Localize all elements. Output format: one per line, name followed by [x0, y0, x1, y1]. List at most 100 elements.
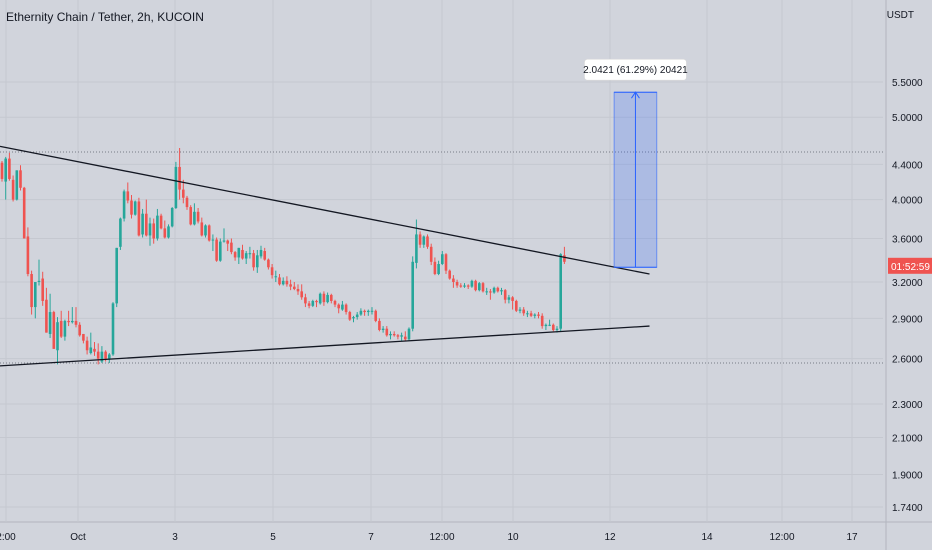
x-tick-label: 2:00 [0, 532, 16, 543]
candle-body [548, 324, 551, 326]
candle-body [48, 312, 52, 334]
candle-body [496, 287, 500, 292]
candle-body [489, 291, 492, 293]
candle-body [289, 284, 292, 287]
candle-body [96, 351, 100, 359]
candle-body [422, 236, 426, 245]
axis-currency: USDT [886, 10, 914, 21]
candle-body [296, 288, 300, 292]
x-tick-label: 12:00 [429, 532, 454, 543]
candle-body [563, 255, 566, 262]
candle-body [259, 249, 263, 257]
candle-body [474, 280, 477, 291]
x-tick-label: 14 [701, 532, 713, 543]
y-tick-label: 2.3000 [892, 400, 923, 411]
candle-body [437, 263, 440, 275]
candle-body [559, 254, 562, 329]
candle-body [481, 283, 485, 292]
candle-body [374, 310, 377, 321]
candle-body [241, 249, 244, 259]
candle-body [348, 312, 352, 320]
chart-title: Ethernity Chain / Tether, 2h, KUCOIN [6, 10, 204, 24]
candle-body [322, 293, 326, 303]
candle-body [485, 291, 488, 293]
candle-body [148, 223, 152, 236]
candle-body [222, 240, 226, 242]
candle-body [196, 211, 200, 222]
candle-body [119, 218, 122, 247]
candle-body [392, 333, 396, 336]
candle-body [252, 253, 255, 268]
candle-body [30, 274, 33, 308]
candle-body [341, 304, 344, 310]
candle-body [337, 304, 340, 309]
y-tick-label: 5.0000 [892, 113, 923, 124]
candle-body [359, 310, 363, 315]
candle-body [0, 162, 4, 179]
candle-body [278, 277, 281, 285]
candle-body [204, 225, 207, 236]
candle-body [293, 286, 296, 289]
candle-body [130, 200, 133, 215]
countdown-badge [888, 257, 932, 274]
candle-body [281, 280, 285, 285]
countdown-label: 01:52:59 [891, 262, 930, 273]
price-axis: 5.5000 5.0000 4.4000 4.0000 3.6000 3.2000 2.90… [888, 78, 932, 514]
measure-tool[interactable]: 2.0421 (61.29%) 20421 [583, 58, 688, 268]
candle-body [507, 297, 511, 300]
x-tick-label: 5 [270, 532, 276, 543]
candle-body [459, 285, 463, 287]
candle-body [263, 251, 266, 260]
candle-body [492, 287, 496, 293]
candle-body [478, 283, 481, 291]
y-tick-label: 3.2000 [892, 278, 923, 289]
candle-body [219, 241, 222, 261]
candle-body [411, 261, 414, 329]
candle-body [300, 291, 303, 298]
trendline-lower [0, 325, 650, 367]
candle-body [248, 253, 252, 255]
trendlines [0, 145, 650, 367]
candle-body [193, 211, 196, 225]
candle-body [400, 335, 403, 337]
y-tick-label: 2.1000 [892, 434, 923, 445]
measure-label-box [584, 58, 687, 81]
candle-body [163, 228, 167, 238]
y-tick-label: 4.0000 [892, 196, 923, 207]
candle-body [115, 247, 118, 304]
candle-body [367, 310, 370, 313]
candle-body [182, 189, 185, 198]
candle-body [244, 253, 248, 259]
candle-body [318, 293, 322, 304]
time-axis: 2:00 Oct 3 5 7 12:00 10 12 14 12:00 17 [0, 532, 858, 543]
candle-body [226, 240, 229, 244]
candle-body [185, 197, 189, 208]
candle-body [82, 333, 85, 341]
candle-body [537, 314, 540, 316]
candle-body [211, 239, 215, 241]
candle-body [156, 215, 159, 239]
measure-arrow-head [631, 91, 640, 99]
candle-body [133, 201, 137, 215]
candle-body [56, 322, 59, 351]
horizontal-levels [0, 151, 883, 364]
y-tick-label: 3.6000 [892, 235, 923, 246]
candle-body [455, 282, 459, 286]
candle-body [385, 328, 389, 336]
candle-body [552, 324, 555, 331]
candle-body [426, 236, 429, 247]
candle-body [141, 213, 144, 235]
candle-body [355, 314, 359, 318]
y-tick-label: 5.5000 [892, 78, 923, 89]
candle-body [207, 225, 211, 241]
candle-body [122, 191, 126, 219]
candle-body [370, 310, 374, 312]
candle-body [71, 320, 74, 323]
candle-body [274, 276, 278, 278]
candle-body [518, 309, 522, 311]
candle-body [511, 297, 514, 301]
candle-body [285, 280, 289, 285]
candle-body [352, 317, 355, 319]
candle-body [45, 299, 48, 333]
candle-body [389, 333, 392, 336]
